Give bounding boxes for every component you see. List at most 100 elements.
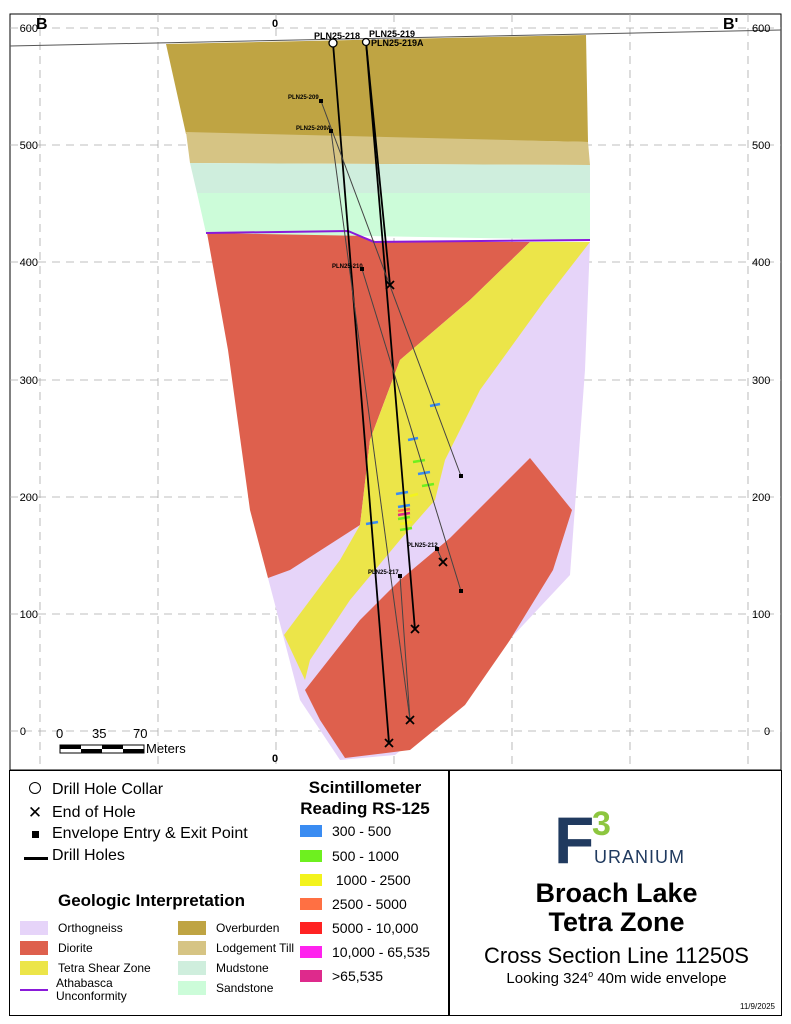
end-of-hole-marks bbox=[384, 280, 448, 748]
looking-suffix: 40m wide envelope bbox=[593, 970, 727, 987]
scint-item-65535: >65,535 bbox=[300, 968, 383, 984]
collar-219-icon bbox=[361, 37, 371, 47]
collar-218-icon bbox=[328, 38, 338, 48]
topography-line bbox=[9, 29, 782, 47]
legend-lodgement-till: Lodgement Till bbox=[178, 941, 294, 955]
overburden-label: Overburden bbox=[216, 921, 280, 935]
hole-label-219a: PLN25-219A bbox=[371, 38, 424, 48]
scint-label-300: 300 - 500 bbox=[332, 823, 392, 839]
legend-overburden: Overburden bbox=[178, 921, 279, 935]
legend-diorite: Diorite bbox=[20, 941, 93, 955]
square-icon bbox=[24, 825, 46, 843]
elevation-200-right: 200 bbox=[752, 492, 770, 504]
diorite-label: Diorite bbox=[58, 941, 93, 955]
diorite-unit-lower bbox=[305, 458, 572, 758]
drill-hole-labels: PLN25-218 PLN25-219 PLN25-219A PLN25-209… bbox=[288, 29, 438, 576]
project-title-line2: Tetra Zone bbox=[548, 907, 685, 937]
square-icon bbox=[398, 574, 402, 578]
scint-label-2500: 2500 - 5000 bbox=[332, 896, 407, 912]
logo-f: F bbox=[554, 803, 594, 871]
drill-hole-219a bbox=[365, 41, 416, 631]
title-block-panel: F 3 URANIUM Broach Lake Tetra Zone Cross… bbox=[449, 770, 782, 1016]
drill-hole-209a bbox=[330, 130, 411, 721]
athabasca-unconformity-line bbox=[205, 229, 591, 244]
section-label-b-prime: B' bbox=[723, 16, 738, 33]
legend-mudstone: Mudstone bbox=[178, 961, 269, 975]
scint-swatch-65535 bbox=[300, 970, 322, 982]
x-icon: ✕ bbox=[27, 803, 43, 822]
square-icon bbox=[459, 589, 463, 593]
easting-label-bottom: 0 bbox=[272, 753, 278, 765]
mudstone-label: Mudstone bbox=[216, 961, 269, 975]
scint-swatch-300 bbox=[300, 825, 322, 837]
scint-title-line1: Scintillometer bbox=[308, 778, 422, 797]
mudstone-unit bbox=[190, 163, 590, 193]
legend-orthogneiss: Orthogneiss bbox=[20, 921, 123, 935]
square-icon bbox=[459, 474, 463, 478]
diorite-swatch bbox=[20, 941, 48, 955]
sandstone-unit bbox=[197, 193, 590, 240]
legend-drillholes-label: Drill Holes bbox=[52, 847, 125, 864]
scint-label-5000: 5000 - 10,000 bbox=[332, 920, 419, 936]
lodgement-till-unit bbox=[186, 132, 590, 165]
legend-sandstone: Sandstone bbox=[178, 981, 273, 995]
elevation-400-left: 400 bbox=[20, 257, 38, 269]
plot-date: 11/9/2025 bbox=[740, 1002, 775, 1011]
scint-swatch-2500 bbox=[300, 898, 322, 910]
drill-hole-210 bbox=[361, 268, 462, 592]
diorite-unit-upper bbox=[207, 231, 530, 578]
overburden-swatch bbox=[178, 921, 206, 935]
sandstone-swatch bbox=[178, 981, 206, 995]
scint-item-2500: 2500 - 5000 bbox=[300, 896, 407, 912]
square-icon bbox=[435, 547, 439, 551]
scale-tick-70: 70 bbox=[133, 726, 147, 741]
unconformity-swatch bbox=[20, 989, 48, 991]
scint-swatch-5000 bbox=[300, 922, 322, 934]
elevation-200-left: 200 bbox=[20, 492, 38, 504]
legend-unconformity: Athabasca Unconformity bbox=[20, 977, 151, 1003]
drill-hole-traces bbox=[320, 41, 462, 744]
scint-item-1000: 1000 - 2500 bbox=[300, 872, 411, 888]
scale-tick-0: 0 bbox=[56, 726, 63, 741]
elevation-300-right: 300 bbox=[752, 375, 770, 387]
logo-word: URANIUM bbox=[594, 847, 685, 867]
hole-label-217: PLN25-217 bbox=[368, 570, 399, 576]
scint-item-10000: 10,000 - 65,535 bbox=[300, 944, 430, 960]
elevation-300-left: 300 bbox=[20, 375, 38, 387]
scale-bar: 0 35 70 Meters bbox=[56, 726, 186, 756]
easting-label-top: 0 bbox=[272, 18, 278, 30]
x-icon bbox=[438, 557, 448, 567]
scint-item-500: 500 - 1000 bbox=[300, 848, 399, 864]
drill-hole-217 bbox=[399, 575, 411, 721]
tetra-shear-label: Tetra Shear Zone bbox=[58, 961, 151, 975]
scint-swatch-1000 bbox=[300, 874, 322, 886]
elevation-0-left: 0 bbox=[20, 726, 26, 738]
elevation-100-right: 100 bbox=[752, 609, 770, 621]
legend-drillholes-row: Drill Holes bbox=[24, 847, 125, 865]
elevation-100-left: 100 bbox=[20, 609, 38, 621]
legend-collar-label: Drill Hole Collar bbox=[52, 781, 164, 798]
elevation-600-right: 600 bbox=[752, 23, 770, 35]
legend-envelope-label: Envelope Entry & Exit Point bbox=[52, 825, 248, 842]
legend-eoh-row: ✕ End of Hole bbox=[24, 803, 136, 823]
circle-icon bbox=[24, 781, 46, 799]
elevation-500-left: 500 bbox=[20, 140, 38, 152]
elevation-500-right: 500 bbox=[752, 140, 770, 152]
elevation-400-right: 400 bbox=[752, 257, 770, 269]
hole-label-210: PLN25-210 bbox=[332, 264, 363, 270]
line-icon bbox=[24, 847, 48, 865]
f3-mark-icon: F 3 bbox=[554, 803, 611, 871]
scale-unit: Meters bbox=[146, 741, 186, 756]
x-icon bbox=[410, 624, 420, 634]
orthogneiss-label: Orthogneiss bbox=[58, 921, 123, 935]
scint-label-1000: 1000 - 2500 bbox=[332, 872, 411, 888]
project-title-line1: Broach Lake bbox=[535, 878, 698, 908]
drill-hole-209 bbox=[320, 100, 462, 477]
hole-label-209: PLN25-209 bbox=[288, 95, 319, 101]
looking-direction: Looking 324o 40m wide envelope bbox=[450, 969, 783, 987]
geology-units bbox=[166, 35, 591, 760]
section-line-title: Cross Section Line 11250S bbox=[484, 943, 749, 968]
logo-three: 3 bbox=[592, 805, 611, 843]
x-icon bbox=[384, 738, 394, 748]
tetra-shear-swatch bbox=[20, 961, 48, 975]
